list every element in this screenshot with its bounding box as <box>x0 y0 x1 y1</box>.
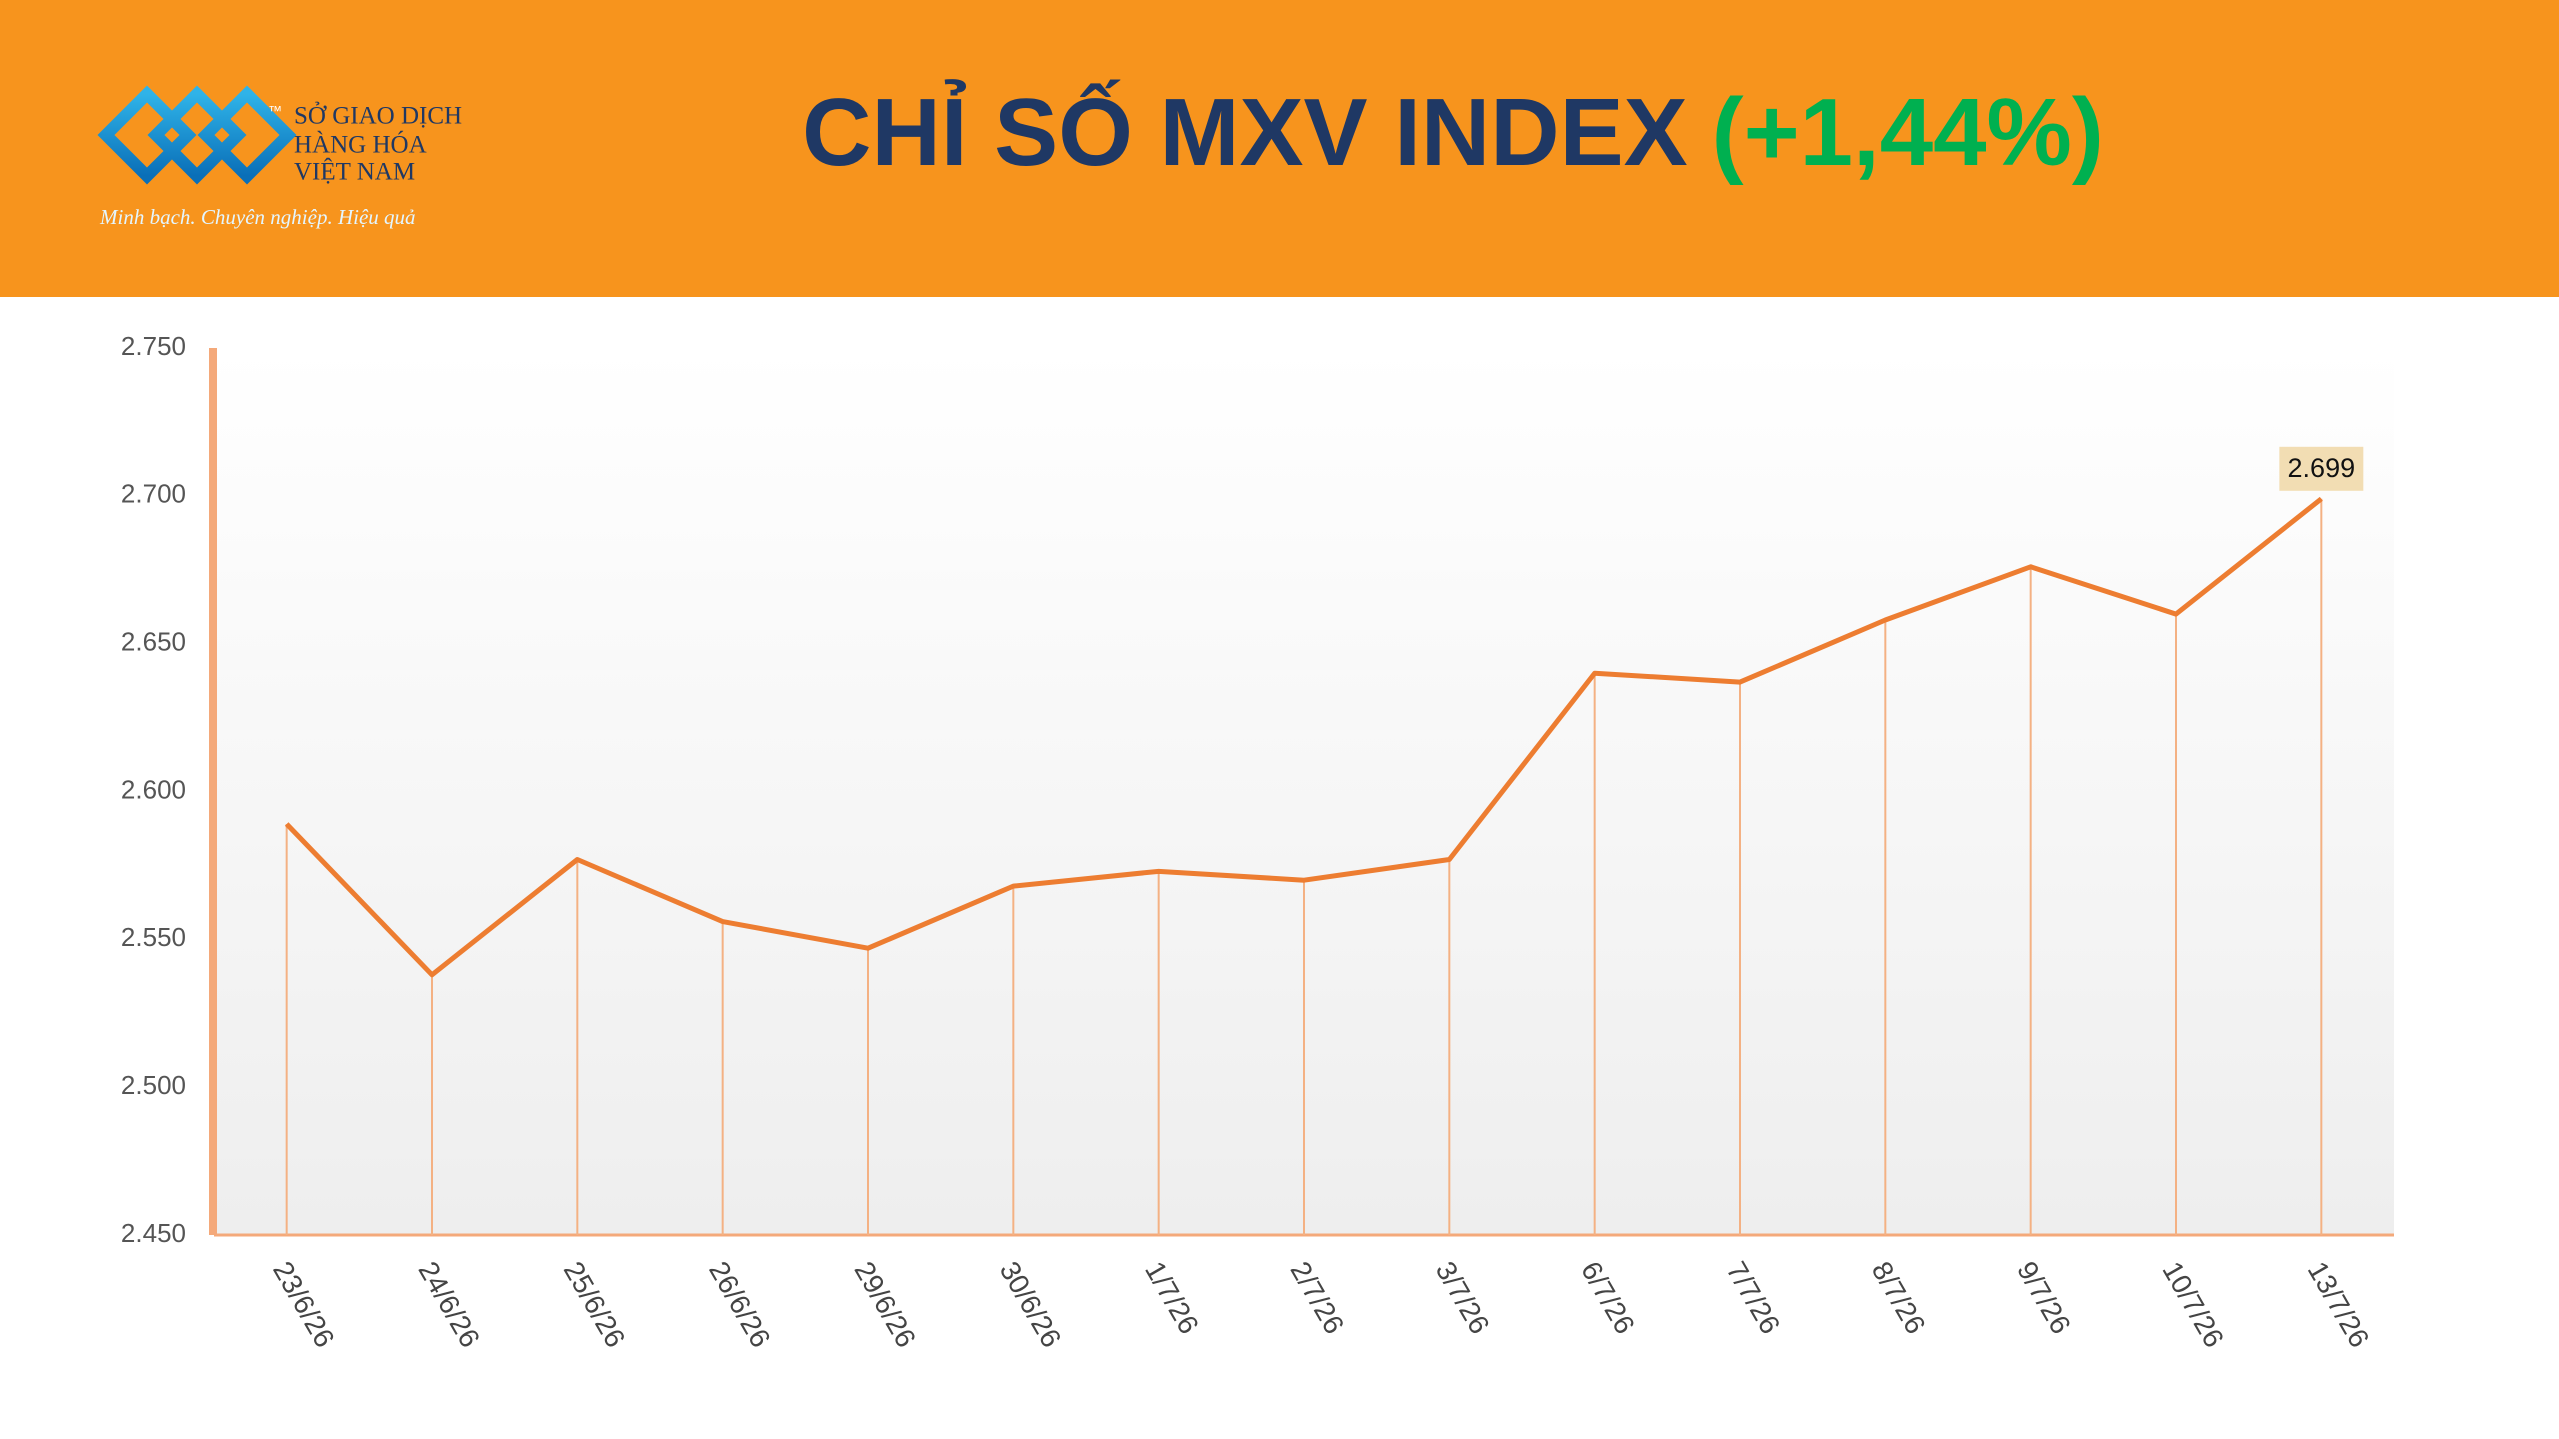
y-tick-label: 2.450 <box>121 1218 186 1248</box>
logo-text: VIỆT NAM <box>294 158 415 186</box>
y-tick-label: 2.750 <box>121 331 186 361</box>
chart-title: CHỈ SỐ MXV INDEX (+1,44%) <box>802 78 2104 186</box>
x-tick-label: 2/7/26 <box>1284 1256 1350 1339</box>
logo-text: HÀNG HÓA <box>294 131 427 159</box>
logo-shape <box>197 85 297 185</box>
x-tick-label: 3/7/26 <box>1430 1256 1496 1339</box>
value-label-box <box>2279 446 2364 491</box>
x-tick-label: 26/6/26 <box>703 1256 777 1352</box>
y-tick-label: 2.600 <box>121 774 186 804</box>
y-tick-label: 2.550 <box>121 922 186 952</box>
logo-text: SỞ GIAO DỊCH <box>294 102 462 130</box>
x-tick-label: 23/6/26 <box>267 1256 341 1352</box>
x-tick-label: 24/6/26 <box>412 1256 486 1352</box>
y-tick-label: 2.700 <box>121 479 186 509</box>
x-tick-label: 25/6/26 <box>558 1256 632 1352</box>
y-tick-label: 2.500 <box>121 1070 186 1100</box>
x-tick-label: 6/7/26 <box>1575 1256 1641 1339</box>
tagline: Minh bạch. Chuyên nghiệp. Hiệu quả <box>99 205 416 229</box>
x-tick-label: 29/6/26 <box>848 1256 922 1352</box>
x-tick-label: 8/7/26 <box>1866 1256 1932 1339</box>
x-tick-label: 1/7/26 <box>1139 1256 1205 1339</box>
value-label: 2.699 <box>2288 453 2356 483</box>
trademark: ™ <box>268 103 282 119</box>
x-tick-label: 30/6/26 <box>994 1256 1068 1352</box>
title-main: CHỈ SỐ MXV INDEX <box>802 78 1687 186</box>
x-tick-label: 7/7/26 <box>1720 1256 1786 1339</box>
logo-shape <box>147 85 247 185</box>
header-bar <box>0 0 2559 297</box>
x-tick-label: 13/7/26 <box>2302 1256 2376 1352</box>
title-change: (+1,44%) <box>1712 79 2104 186</box>
logo-shape <box>97 85 197 185</box>
x-tick-label: 10/7/26 <box>2156 1256 2230 1352</box>
logo: ™ SỞ GIAO DỊCH HÀNG HÓA VIỆT NAM Minh bạ… <box>97 85 462 229</box>
series-line <box>284 496 2323 978</box>
y-tick-label: 2.650 <box>121 627 186 657</box>
x-tick-label: 9/7/26 <box>2011 1256 2077 1339</box>
